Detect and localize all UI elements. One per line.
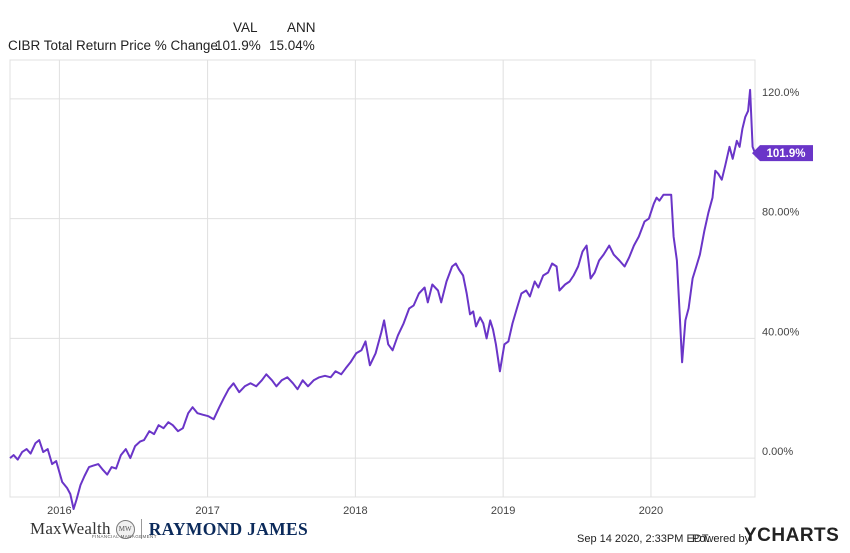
y-tick-label: 120.0% — [762, 87, 800, 99]
timestamp: Sep 14 2020, 2:33PM EDT. — [577, 533, 711, 545]
plot-area — [9, 59, 756, 498]
x-tick-label: 2019 — [491, 505, 515, 517]
header-ann: 15.04% — [269, 38, 315, 53]
x-tick-label: 2017 — [195, 505, 219, 517]
x-tick-label: 2018 — [343, 505, 367, 517]
y-tick-label: 80.00% — [762, 207, 800, 219]
series-line — [9, 88, 756, 510]
end-value-label: 101.9% — [766, 148, 805, 160]
advisor-logo: MaxWealth FINANCIAL MANAGEMENT MW RAYMON… — [30, 516, 308, 542]
x-tick-label: 2020 — [639, 505, 663, 517]
powered-by: Powered by — [692, 533, 751, 545]
ycharts-brand: YCHARTS — [744, 525, 840, 546]
x-tick-label: 2016 — [47, 505, 71, 517]
y-tick-label: 40.00% — [762, 326, 800, 338]
header-val: 101.9% — [215, 38, 261, 53]
logo-divider — [140, 519, 142, 539]
header-col-val: VAL — [233, 20, 258, 35]
end-value-badge — [752, 145, 813, 162]
header-col-ann: ANN — [287, 20, 316, 35]
raymond-james-logo: RAYMOND JAMES — [148, 518, 308, 539]
series-label: CIBR Total Return Price % Change — [8, 38, 218, 53]
ycharts-logo: YCHARTS — [744, 525, 839, 547]
maxwealth-logo-sub: FINANCIAL MANAGEMENT — [92, 534, 157, 539]
maxwealth-seal-icon: MW — [115, 519, 135, 539]
maxwealth-logo: MaxWealth — [30, 519, 111, 538]
y-tick-label: 0.00% — [762, 446, 793, 458]
